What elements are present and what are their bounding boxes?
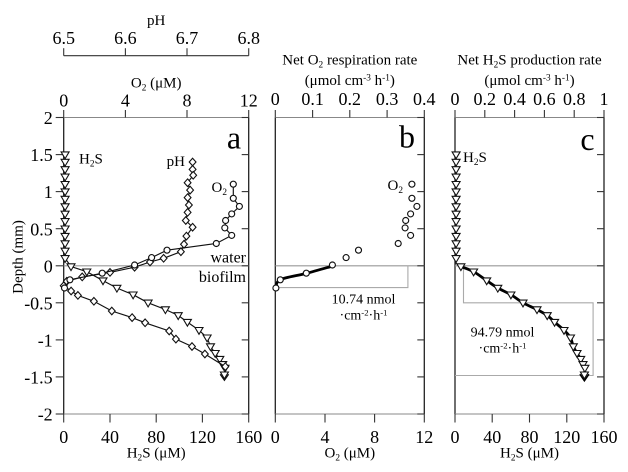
svg-text:0.4: 0.4: [413, 89, 436, 109]
svg-text:1: 1: [44, 182, 53, 202]
svg-text:(μmol cm-3​ h-1​): (μmol cm-3​ h-1​): [484, 73, 574, 89]
svg-text:O2​ (μM): O2​ (μM): [131, 76, 182, 94]
svg-text:0.2: 0.2: [339, 89, 362, 109]
svg-text:4: 4: [321, 427, 330, 447]
svg-text:40: 40: [483, 427, 501, 447]
svg-text:Net H2​S production rate: Net H2​S production rate: [457, 53, 602, 71]
svg-text:120: 120: [553, 427, 580, 447]
svg-text:pH: pH: [147, 13, 166, 29]
svg-text:-1: -1: [38, 331, 53, 351]
svg-text:10.74 nmol: 10.74 nmol: [332, 293, 396, 308]
svg-text:160: 160: [591, 427, 618, 447]
svg-text:-1.5: -1.5: [24, 368, 53, 388]
svg-text:a: a: [227, 120, 241, 156]
svg-text:0.6: 0.6: [533, 89, 556, 109]
svg-text:0: 0: [271, 427, 280, 447]
svg-text:0: 0: [451, 427, 460, 447]
svg-text:6.8: 6.8: [237, 28, 260, 48]
svg-text:0.1: 0.1: [301, 89, 324, 109]
svg-text:0.2: 0.2: [474, 89, 497, 109]
svg-text:94.79 nmol: 94.79 nmol: [471, 326, 535, 341]
svg-text:-0.5: -0.5: [24, 293, 53, 313]
svg-text:pH: pH: [167, 154, 186, 170]
svg-text:H2​S: H2​S: [463, 150, 487, 168]
svg-text:0: 0: [59, 427, 68, 447]
svg-text:4: 4: [121, 91, 130, 111]
svg-text:12: 12: [240, 91, 258, 111]
svg-text:6.6: 6.6: [114, 28, 137, 48]
svg-text:O2​ (μM): O2​ (μM): [324, 446, 375, 464]
svg-text:80: 80: [147, 427, 165, 447]
svg-text:8: 8: [183, 91, 192, 111]
svg-text:O2​: O2​: [388, 178, 404, 196]
svg-text:Net O2​ respiration rate: Net O2​ respiration rate: [282, 53, 417, 71]
svg-text:H2​S: H2​S: [79, 152, 103, 170]
svg-text:12: 12: [415, 427, 433, 447]
svg-text:0.3: 0.3: [376, 89, 399, 109]
svg-text:b: b: [399, 119, 415, 155]
svg-text:H2​S (μM): H2​S (μM): [500, 446, 559, 464]
svg-text:0.5: 0.5: [30, 219, 53, 239]
svg-text:0: 0: [271, 89, 280, 109]
svg-text:·cm-2​·h-1​: ·cm-2​·h-1​: [479, 340, 527, 356]
svg-text:8: 8: [370, 427, 379, 447]
svg-text:120: 120: [189, 427, 216, 447]
svg-text:0.8: 0.8: [563, 89, 586, 109]
svg-text:80: 80: [521, 427, 539, 447]
svg-text:2: 2: [44, 108, 53, 128]
svg-text:-2: -2: [38, 405, 53, 425]
svg-text:c: c: [580, 121, 594, 157]
svg-text:O2​: O2​: [212, 180, 228, 198]
svg-text:0: 0: [451, 89, 460, 109]
svg-text:Depth (mm): Depth (mm): [11, 220, 27, 294]
svg-text:160: 160: [235, 427, 262, 447]
svg-text:biofilm: biofilm: [199, 269, 247, 286]
svg-text:1: 1: [600, 89, 609, 109]
svg-text:6.5: 6.5: [52, 28, 75, 48]
svg-text:0: 0: [59, 91, 68, 111]
svg-text:water: water: [210, 250, 246, 267]
svg-text:1.5: 1.5: [30, 145, 53, 165]
svg-text:6.7: 6.7: [176, 28, 199, 48]
svg-text:0.4: 0.4: [503, 89, 526, 109]
svg-text:0: 0: [44, 256, 53, 276]
svg-text:(μmol cm-3​ h-1​): (μmol cm-3​ h-1​): [305, 73, 395, 89]
svg-text:40: 40: [101, 427, 119, 447]
svg-text:H2​S (μM): H2​S (μM): [127, 446, 186, 464]
svg-text:·cm-2​·h-1​: ·cm-2​·h-1​: [340, 307, 388, 323]
